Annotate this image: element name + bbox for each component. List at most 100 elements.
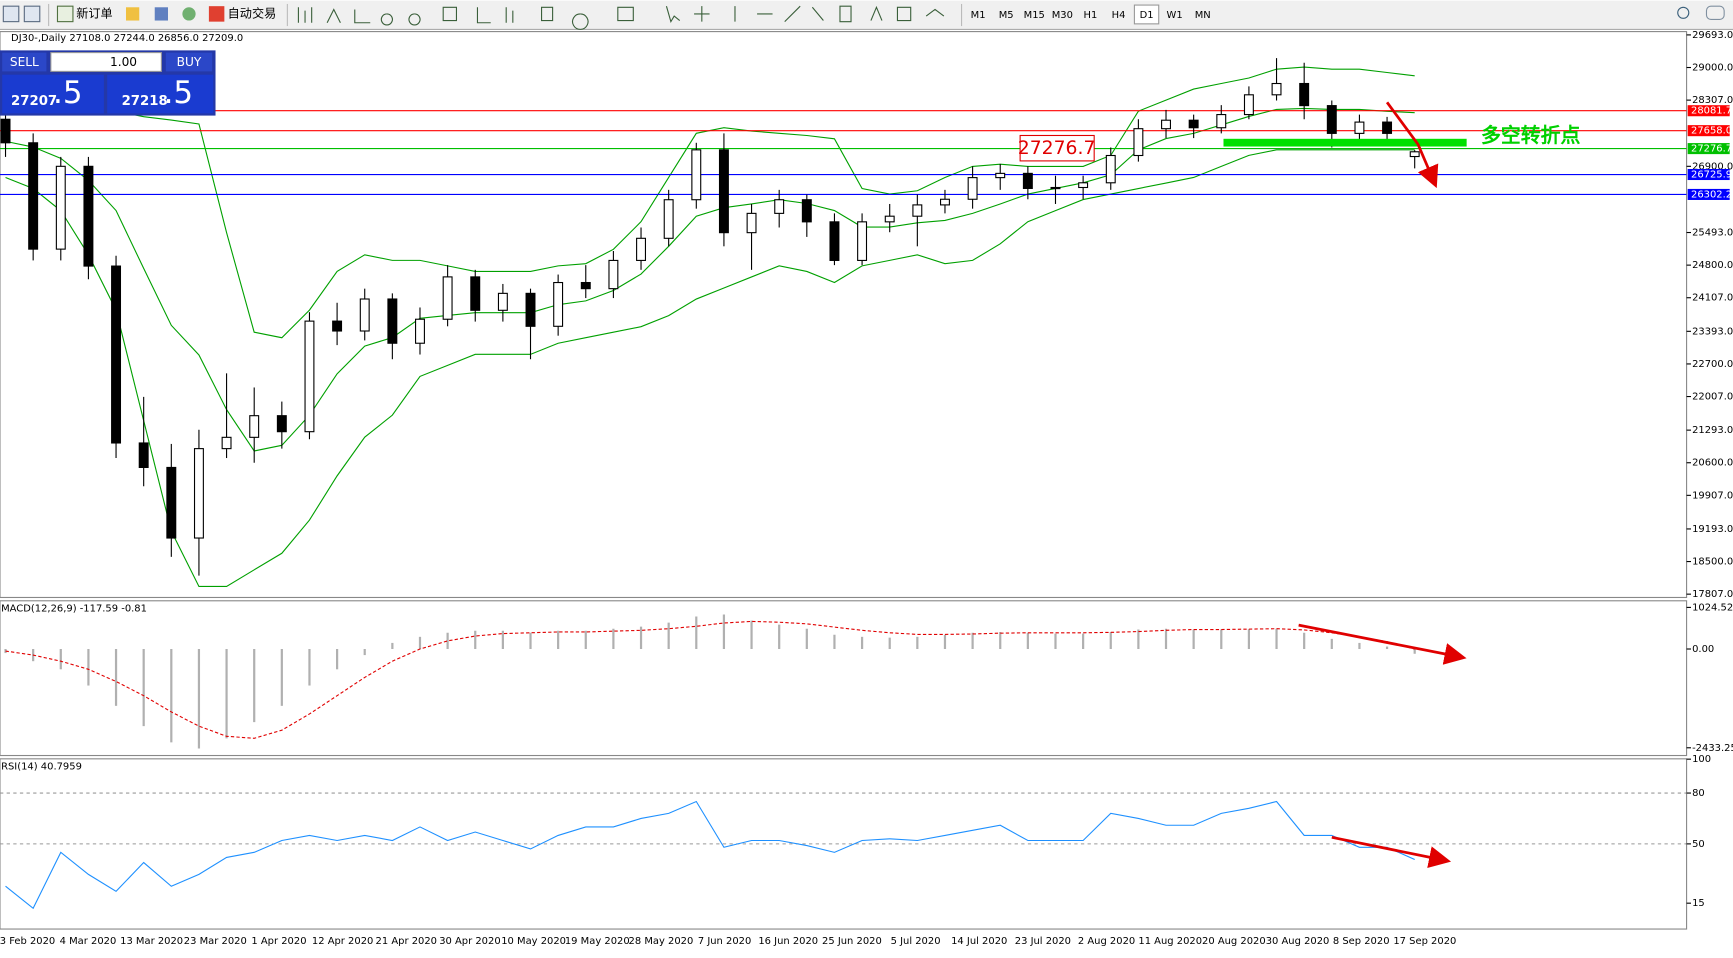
autotrade-icon[interactable] <box>208 6 225 22</box>
y-tick-label: 22007.0 <box>1692 392 1733 403</box>
ask-box[interactable] <box>107 74 214 114</box>
x-tick-label: 23 Feb 2020 <box>0 936 55 947</box>
level-tag <box>1687 168 1730 181</box>
y-tick-label: 17807.0 <box>1692 589 1733 600</box>
y-tick-label: 80 <box>1692 788 1705 799</box>
candle-body <box>1326 105 1337 134</box>
candle-body <box>1354 121 1365 134</box>
y-tick-label: 15 <box>1692 898 1705 909</box>
candle-body <box>967 177 978 200</box>
y-tick-label: 23393.0 <box>1692 326 1733 337</box>
turning-zone <box>1223 138 1467 147</box>
ask-price: 27218 <box>122 94 168 109</box>
price-plot <box>0 58 1687 587</box>
candle-body <box>746 212 757 234</box>
bid-pips: .5 <box>53 75 83 111</box>
candle-body <box>1161 119 1171 130</box>
level-label: 27658.0 <box>1691 126 1732 137</box>
timeframe-button[interactable]: M5 <box>999 10 1014 21</box>
level-tag <box>1687 143 1730 155</box>
level-label: 26302.2 <box>1691 189 1732 200</box>
icon[interactable] <box>182 7 196 21</box>
lot-input[interactable] <box>50 52 162 72</box>
autotrade-button[interactable]: 自动交易 <box>228 5 277 20</box>
timeframe-button[interactable]: M1 <box>971 10 986 21</box>
buy-label[interactable]: BUY <box>177 55 202 69</box>
y-tick-label: 25493.0 <box>1692 228 1733 239</box>
macd-signal <box>5 620 1415 739</box>
candle-body <box>525 292 536 327</box>
sell-button[interactable] <box>2 52 47 72</box>
candle-body <box>857 221 868 261</box>
y-tick-label: 24107.0 <box>1692 293 1733 304</box>
candle-body <box>774 199 785 214</box>
timeframe-active <box>1133 4 1160 25</box>
timeframe-button[interactable]: H1 <box>1084 10 1098 21</box>
candle-body <box>801 199 812 223</box>
y-tick-label: 29000.0 <box>1692 63 1733 74</box>
candle-body <box>1216 114 1227 129</box>
buy-button[interactable] <box>165 52 213 72</box>
candle-body <box>442 276 453 320</box>
candle-body <box>580 281 591 290</box>
axes: 29693.0 29000.0 28307.0 26900.0 25493.0 24800… <box>0 30 1733 947</box>
y-tick-label: 19907.0 <box>1692 490 1733 501</box>
x-tick-label: 12 Apr 2020 <box>312 936 373 947</box>
candle-body <box>221 436 232 450</box>
candle-body <box>415 318 425 344</box>
bollinger-middle <box>5 107 1415 452</box>
new-order-button[interactable]: 新订单 <box>76 5 112 20</box>
level-tag <box>1687 125 1730 137</box>
icon[interactable] <box>23 5 41 23</box>
candle-body <box>995 172 1006 179</box>
rsi-label: RSI(14) 40.7959 <box>1 762 82 773</box>
x-tick-label: 20 Aug 2020 <box>1202 936 1266 947</box>
turning-note: 多空转折点 <box>1481 124 1581 147</box>
timeframe-button[interactable]: H4 <box>1112 10 1126 21</box>
timeframe-button[interactable]: M15 <box>1024 10 1045 21</box>
macd-label: MACD(12,26,9) -117.59 -0.81 <box>1 604 147 615</box>
macd-panel <box>0 600 1688 757</box>
ask-pips: .5 <box>164 75 194 111</box>
y-tick-label: 22700.0 <box>1692 359 1733 370</box>
candle-body <box>83 165 94 267</box>
timeframe-button[interactable]: D1 <box>1140 10 1154 21</box>
level-label: 26725.9 <box>1691 170 1732 181</box>
candle-body <box>608 259 619 290</box>
timeframe-button[interactable]: M30 <box>1052 10 1073 21</box>
toolbar <box>0 0 1733 30</box>
trade-panel: SELL 1.00 BUY 27207 .5 27218 .5 <box>0 50 216 116</box>
bid-box[interactable] <box>2 74 104 114</box>
timeframe-button[interactable]: W1 <box>1167 10 1183 21</box>
x-tick-label: 25 Jun 2020 <box>822 936 882 947</box>
candle-body <box>111 265 122 444</box>
icon[interactable] <box>125 7 140 21</box>
rsi-plot <box>0 792 1687 910</box>
candle-body <box>884 215 895 223</box>
candle-body <box>470 276 481 311</box>
icon[interactable] <box>154 7 168 21</box>
chat-icon[interactable] <box>1705 5 1725 20</box>
x-tick-label: 28 May 2020 <box>629 936 694 947</box>
y-tick-label: 20600.0 <box>1692 458 1733 469</box>
search-icon[interactable] <box>1677 6 1690 19</box>
chart-info: DJ30-,Daily 27108.0 27244.0 26856.0 2720… <box>11 33 243 44</box>
x-tick-label: 23 Mar 2020 <box>184 936 247 947</box>
candle-body <box>939 198 950 206</box>
sell-label[interactable]: SELL <box>10 55 39 69</box>
timeframe-button[interactable]: MN <box>1195 10 1211 21</box>
candle-body <box>28 142 39 250</box>
tool-icons[interactable] <box>297 5 945 30</box>
candle-body <box>636 237 647 261</box>
x-tick-label: 1 Apr 2020 <box>251 936 306 947</box>
x-tick-label: 4 Mar 2020 <box>60 936 117 947</box>
candle-body <box>497 292 508 311</box>
lot-value[interactable]: 1.00 <box>110 55 137 69</box>
icon[interactable] <box>2 5 20 23</box>
candle-body <box>1078 182 1089 189</box>
y-tick-label: 0.00 <box>1692 644 1714 655</box>
new-order-icon[interactable] <box>56 5 74 23</box>
candle-body <box>276 415 287 433</box>
